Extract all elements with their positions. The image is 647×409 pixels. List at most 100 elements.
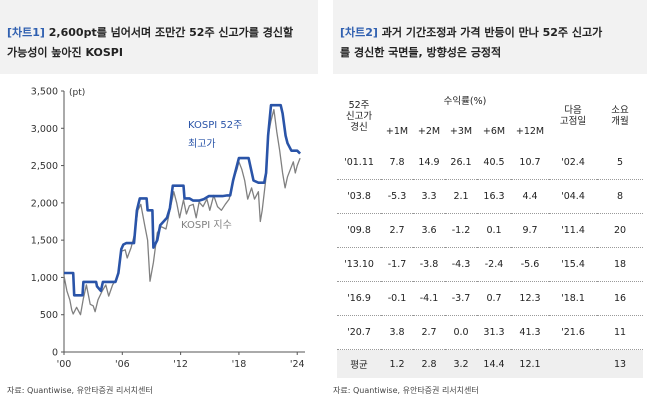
period-cell: '13.10 [337, 247, 381, 282]
unit-label: (pt) [69, 88, 85, 98]
average-cell: 13 [597, 349, 643, 378]
average-cell: 2.8 [413, 349, 445, 378]
x-tick-label: '06 [115, 359, 130, 370]
y-tick-label: 3,000 [31, 124, 58, 135]
y-tick-label: 500 [40, 310, 58, 321]
table-source: 자료: Quantiwise, 유안타증권 리서치센터 [333, 386, 479, 395]
period-cell: '20.7 [337, 315, 381, 350]
table-cell: -2.4 [477, 247, 511, 282]
col-header-period: 52주 신고가 경신 [345, 99, 373, 133]
table-tag: [차트2] [340, 26, 378, 39]
chart-title-line2: 가능성이 높아진 KOSPI [7, 46, 123, 59]
x-tick-label: '12 [173, 359, 188, 370]
table-row: '13.10 -1.7 -3.8 -4.3 -2.4 -5.6'15.4 18 [337, 247, 643, 282]
col-header-returns: 수익률(%) [443, 95, 487, 107]
table-title-line2: 를 경신한 국면들, 방향성은 긍정적 [340, 46, 502, 59]
average-cell: 1.2 [381, 349, 413, 378]
chart-tag: [차트1] [7, 26, 45, 39]
series-line-52w-high [64, 103, 302, 297]
col-header-months: 소요 개월 [611, 105, 629, 127]
table-cell: -1.7 [381, 247, 413, 282]
chart-panel: [차트1] 2,600pt를 넘어서며 조만간 52주 신고가를 경신할 가능성… [0, 0, 318, 409]
table-cell: 3.6 [413, 213, 445, 248]
y-tick-label: 3,500 [31, 87, 58, 98]
kospi-chart: 0 500 1,000 1,500 2,000 2,500 3,000 3,500 '00 '06… [31, 87, 305, 370]
table-cell: 31.3 [477, 315, 511, 350]
table-cell: -3.8 [413, 247, 445, 282]
annotation-kospi-index: KOSPI 지수 [181, 219, 232, 231]
period-cell: '03.8 [337, 179, 381, 214]
table-cell: 0.7 [477, 281, 511, 316]
table-subheader-row: +1M +2M +3M +6M +12M [337, 116, 643, 146]
table-cell: 41.3 [511, 315, 549, 350]
y-tick-label: 0 [52, 348, 58, 359]
table-cell: 2.7 [413, 315, 445, 350]
table-cell: '15.4 [549, 247, 597, 282]
table-cell: 12.3 [511, 281, 549, 316]
col-header-3m: +3M [449, 125, 473, 137]
average-cell: 12.1 [511, 349, 549, 378]
table-cell: 8 [597, 179, 643, 214]
period-cell: '09.8 [337, 213, 381, 248]
chart-header: [차트1] 2,600pt를 넘어서며 조만간 52주 신고가를 경신할 가능성… [0, 0, 318, 74]
table-title: [차트2] 과거 기간조정과 가격 반등이 만나 52주 신고가 [340, 26, 603, 39]
average-row: 평균 1.2 2.8 3.2 14.4 12.1 13 [337, 349, 643, 378]
y-tick-label: 2,500 [31, 161, 58, 172]
period-cell: '01.11 [337, 146, 381, 180]
annotation-52w-high-line1: KOSPI 52주 [188, 120, 242, 131]
table-row: '16.9 -0.1 -4.1 -3.7 0.7 12.3'18.1 16 [337, 281, 643, 316]
table-cell: 18 [597, 247, 643, 282]
table-cell: 11 [597, 315, 643, 350]
table-cell: 4.4 [511, 179, 549, 214]
table-cell: '11.4 [549, 213, 597, 248]
table-cell: 3.8 [381, 315, 413, 350]
x-tick-label: '18 [232, 359, 247, 370]
table-cell: 2.1 [445, 179, 477, 214]
table-cell: '21.6 [549, 315, 597, 350]
x-tick-label: '00 [57, 359, 72, 370]
table-cell: 9.7 [511, 213, 549, 248]
table-cell: 0.0 [445, 315, 477, 350]
y-tick-label: 1,500 [31, 236, 58, 247]
table-cell: -1.2 [445, 213, 477, 248]
table-cell: -3.7 [445, 281, 477, 316]
returns-table: 52주 신고가 경신 수익률(%) 다음 고점일 소요 개월 +1M +2M +… [337, 86, 643, 378]
average-label: 평균 [337, 349, 381, 378]
table-cell: 10.7 [511, 146, 549, 180]
table-cell: '04.4 [549, 179, 597, 214]
table-cell: 7.8 [381, 146, 413, 180]
table-cell: 26.1 [445, 146, 477, 180]
table-row: '20.7 3.8 2.7 0.0 31.3 41.3'21.6 11 [337, 315, 643, 350]
col-header-6m: +6M [482, 125, 506, 137]
table-cell: 2.7 [381, 213, 413, 248]
col-header-next-high: 다음 고점일 [559, 105, 587, 127]
table-body: '01.11 7.8 14.9 26.1 40.5 10.7'02.4 5'03.8 -5.3… [337, 146, 643, 350]
col-header-1m: +1M [385, 125, 409, 137]
table-cell: -5.6 [511, 247, 549, 282]
y-tick-label: 1,000 [31, 273, 58, 284]
table-cell: 14.9 [413, 146, 445, 180]
col-header-12m: +12M [515, 125, 545, 137]
table-cell: -4.1 [413, 281, 445, 316]
table-header-row: 52주 신고가 경신 수익률(%) 다음 고점일 소요 개월 [337, 86, 643, 133]
table-panel: [차트2] 과거 기간조정과 가격 반등이 만나 52주 신고가 를 경신한 국… [333, 0, 647, 409]
table-cell: 40.5 [477, 146, 511, 180]
table-cell: 5 [597, 146, 643, 180]
table-cell: 16.3 [477, 179, 511, 214]
average-cell: 14.4 [477, 349, 511, 378]
average-cell: 3.2 [445, 349, 477, 378]
chart-title: [차트1] 2,600pt를 넘어서며 조만간 52주 신고가를 경신할 [7, 26, 294, 39]
table-cell: -0.1 [381, 281, 413, 316]
x-tick-label: '24 [290, 359, 305, 370]
table-cell: 16 [597, 281, 643, 316]
table-row: '01.11 7.8 14.9 26.1 40.5 10.7'02.4 5 [337, 146, 643, 180]
average-cell [549, 349, 597, 378]
table-cell: 0.1 [477, 213, 511, 248]
table-header: [차트2] 과거 기간조정과 가격 반등이 만나 52주 신고가 를 경신한 국… [333, 0, 647, 74]
table-cell: 3.3 [413, 179, 445, 214]
annotation-52w-high-line2: 최고가 [188, 138, 216, 150]
table-row: '09.8 2.7 3.6 -1.2 0.1 9.7'11.4 20 [337, 213, 643, 248]
table-cell: '18.1 [549, 281, 597, 316]
chart-source: 자료: Quantiwise, 유안타증권 리서치센터 [7, 386, 153, 395]
table-cell: -4.3 [445, 247, 477, 282]
